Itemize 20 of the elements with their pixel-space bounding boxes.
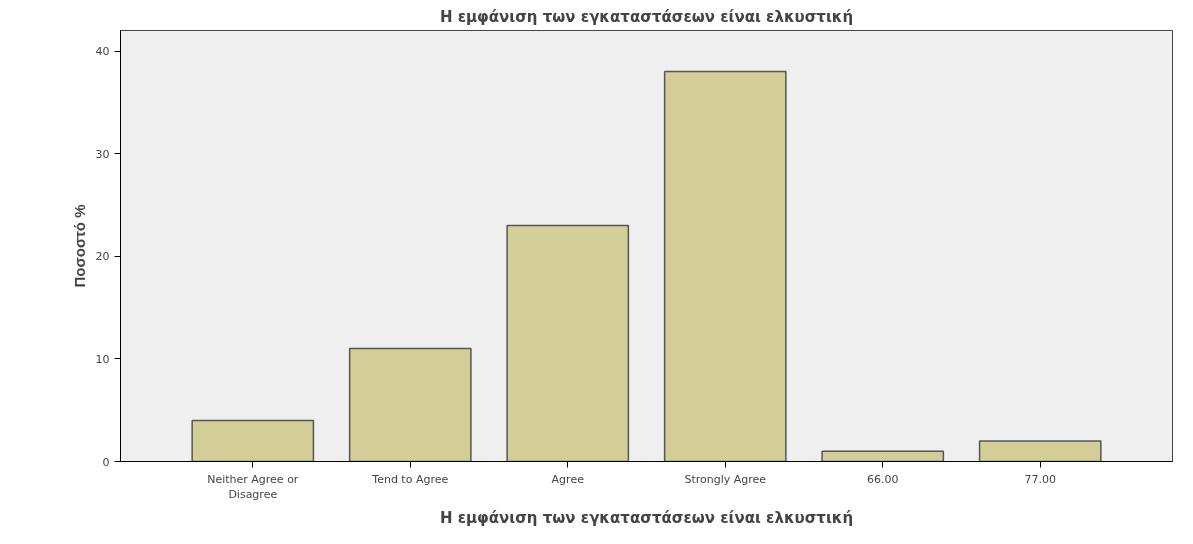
bar <box>506 224 630 462</box>
x-tick-label: Neither Agree or Disagree <box>207 472 299 502</box>
chart-title: Η εμφάνιση των εγκαταστάσεων είναι ελκυστική <box>439 7 854 26</box>
y-tick-label: 20 <box>95 250 110 264</box>
x-tick-label: Strongly Agree <box>684 472 767 486</box>
y-tick-label: 40 <box>95 45 110 59</box>
x-tick-label: 66.00 <box>866 472 899 486</box>
bar <box>663 70 787 462</box>
y-tick-label: 0 <box>102 455 110 469</box>
bar <box>191 419 315 462</box>
y-tick-label: 30 <box>95 147 110 161</box>
x-tick-label: 77.00 <box>1024 472 1056 486</box>
y-tick-label: 10 <box>95 352 110 366</box>
bar <box>348 347 472 462</box>
bar <box>978 440 1102 462</box>
x-tick-label: Agree <box>551 472 585 486</box>
x-tick-label: Tend to Agree <box>371 472 449 486</box>
bar <box>821 450 945 462</box>
x-axis-title: Η εμφάνιση των εγκαταστάσεων είναι ελκυστική <box>439 509 854 528</box>
y-axis-title: Ποσοστό % <box>70 204 88 288</box>
